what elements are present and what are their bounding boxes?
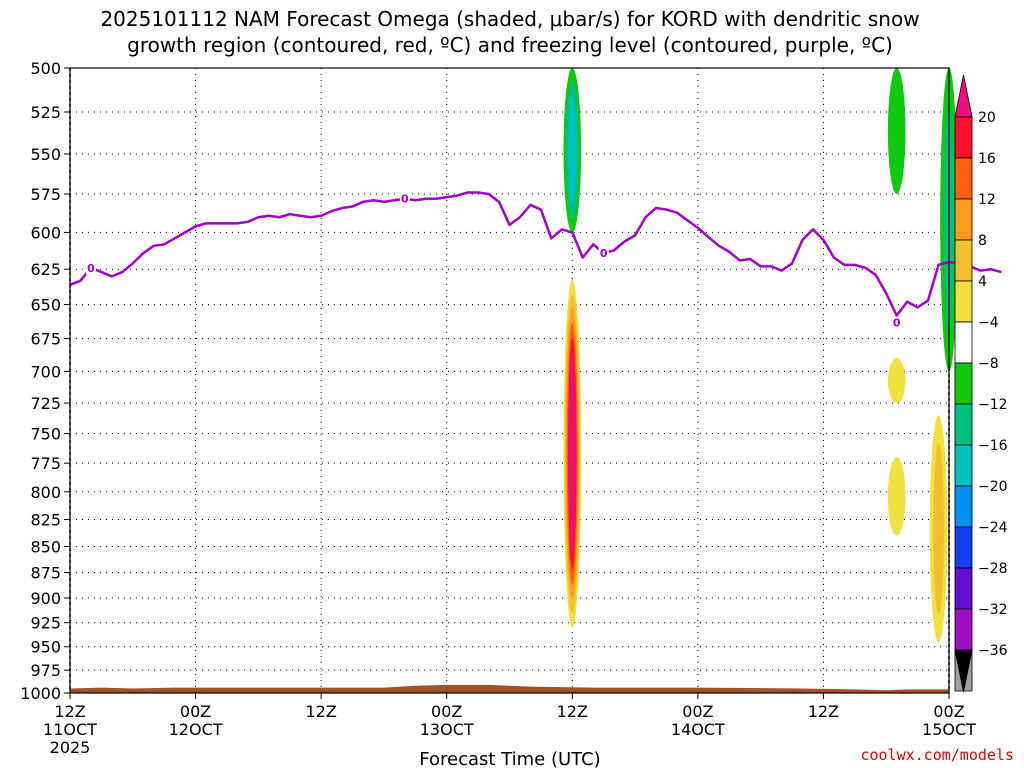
grid-lines bbox=[69, 68, 950, 693]
x-tick-label: 00Z bbox=[180, 702, 211, 721]
colorbar-tick-label: −4 bbox=[978, 315, 999, 331]
omega-region-shade bbox=[887, 358, 906, 404]
omega-region-shade bbox=[569, 351, 576, 555]
y-tick-label: 700 bbox=[30, 362, 61, 381]
y-tick-label: 750 bbox=[30, 425, 61, 444]
colorbar-swatch bbox=[954, 321, 973, 364]
colorbar-tick-label: −16 bbox=[978, 438, 1008, 454]
colorbar-swatch bbox=[954, 362, 973, 405]
colorbar-swatch bbox=[954, 567, 973, 610]
colorbar-swatch bbox=[954, 526, 973, 569]
chart-title-line-2: growth region (contoured, red, ºC) and f… bbox=[127, 33, 893, 57]
freezing-level-line bbox=[69, 191, 1002, 317]
x-tick-label: 12Z bbox=[305, 702, 336, 721]
x-tick-label: 12Z bbox=[808, 702, 839, 721]
colorbar-tick-label: −20 bbox=[978, 479, 1008, 495]
colorbar-tick-label: 16 bbox=[978, 151, 996, 167]
chart-title-line-1: 2025101112 NAM Forecast Omega (shaded, μ… bbox=[100, 7, 919, 31]
colorbar-tick-label: −24 bbox=[978, 520, 1008, 536]
omega-region-shade bbox=[568, 95, 577, 205]
x-tick-label: 14OCT bbox=[671, 720, 725, 739]
y-tick-label: 725 bbox=[30, 394, 61, 413]
colorbar-tick-label: −8 bbox=[978, 356, 999, 372]
plot-frame bbox=[69, 67, 950, 694]
colorbar-tick-label: 8 bbox=[978, 233, 987, 249]
colorbar-tick-label: −12 bbox=[978, 397, 1008, 413]
freezing-level-label: 0 bbox=[87, 262, 95, 275]
y-tick-label: 925 bbox=[30, 614, 61, 633]
y-tick-label: 975 bbox=[30, 661, 61, 680]
colorbar-swatch bbox=[954, 116, 973, 159]
y-tick-label: 650 bbox=[30, 296, 61, 315]
colorbar-bottom-arrow bbox=[954, 649, 973, 693]
y-tick-label: 825 bbox=[30, 511, 61, 530]
colorbar-tick-label: 12 bbox=[978, 192, 996, 208]
y-tick-label: 950 bbox=[30, 638, 61, 657]
ground-surface-fill bbox=[70, 684, 949, 693]
x-tick-label: 12Z bbox=[54, 702, 85, 721]
colorbar-tick-label: −28 bbox=[978, 561, 1008, 577]
x-tick-label: 12OCT bbox=[169, 720, 223, 739]
y-axis-pressure: 500 525 550 575 600 625 650 675 700 725 750 775 800 8… bbox=[20, 59, 70, 703]
y-tick-label: 500 bbox=[30, 59, 61, 78]
colorbar-swatch bbox=[954, 444, 973, 487]
colorbar: 20 16 12 8 4 −4 −8 −12 −16 −20 −24 −28 −32 −36 bbox=[954, 74, 1008, 693]
y-tick-label: 675 bbox=[30, 330, 61, 349]
y-tick-label: 625 bbox=[30, 260, 61, 279]
x-tick-label: 11OCT bbox=[43, 720, 97, 739]
y-tick-label: 1000 bbox=[20, 684, 61, 703]
freezing-label-bg bbox=[598, 246, 609, 261]
omega-region-shade bbox=[933, 443, 944, 614]
x-axis-label: Forecast Time (UTC) bbox=[419, 749, 600, 768]
colorbar-swatch bbox=[954, 608, 973, 651]
y-tick-label: 600 bbox=[30, 223, 61, 242]
freezing-level-contour: 0 0 0 0 bbox=[69, 191, 1002, 329]
colorbar-swatch bbox=[954, 280, 973, 323]
x-tick-label: 00Z bbox=[431, 702, 462, 721]
freezing-level-label: 0 bbox=[401, 193, 409, 206]
y-tick-label: 800 bbox=[30, 483, 61, 502]
freezing-label-bg bbox=[85, 260, 96, 275]
y-tick-label: 775 bbox=[30, 454, 61, 473]
x-tick-label: 00Z bbox=[682, 702, 713, 721]
omega-region-shade bbox=[887, 457, 906, 536]
credit-text: coolwx.com/models bbox=[860, 746, 1014, 764]
x-tick-label: 2025 bbox=[50, 738, 91, 757]
x-tick-label: 12Z bbox=[557, 702, 588, 721]
colorbar-swatch bbox=[954, 157, 973, 200]
colorbar-tick-label: 20 bbox=[978, 110, 996, 126]
colorbar-swatch bbox=[954, 403, 973, 446]
colorbar-swatch bbox=[954, 485, 973, 528]
x-tick-label: 15OCT bbox=[922, 720, 976, 739]
y-tick-label: 525 bbox=[30, 103, 61, 122]
x-tick-label: 13OCT bbox=[420, 720, 474, 739]
colorbar-top-arrow bbox=[954, 74, 973, 118]
colorbar-swatch bbox=[954, 198, 973, 241]
freezing-level-label: 0 bbox=[893, 316, 901, 329]
omega-shading bbox=[563, 67, 958, 642]
y-tick-label: 875 bbox=[30, 564, 61, 583]
x-tick-label: 00Z bbox=[933, 702, 964, 721]
y-tick-label: 575 bbox=[30, 185, 61, 204]
omega-region-shade bbox=[887, 67, 906, 195]
colorbar-tick-label: 4 bbox=[978, 274, 987, 290]
y-tick-label: 850 bbox=[30, 537, 61, 556]
freezing-label-bg bbox=[399, 191, 410, 206]
ground-surface bbox=[70, 684, 949, 693]
colorbar-tick-label: −32 bbox=[978, 602, 1008, 618]
colorbar-swatch bbox=[954, 239, 973, 282]
colorbar-tick-label: −36 bbox=[978, 643, 1008, 659]
y-tick-label: 900 bbox=[30, 589, 61, 608]
freezing-level-label: 0 bbox=[600, 247, 608, 260]
y-tick-label: 550 bbox=[30, 145, 61, 164]
